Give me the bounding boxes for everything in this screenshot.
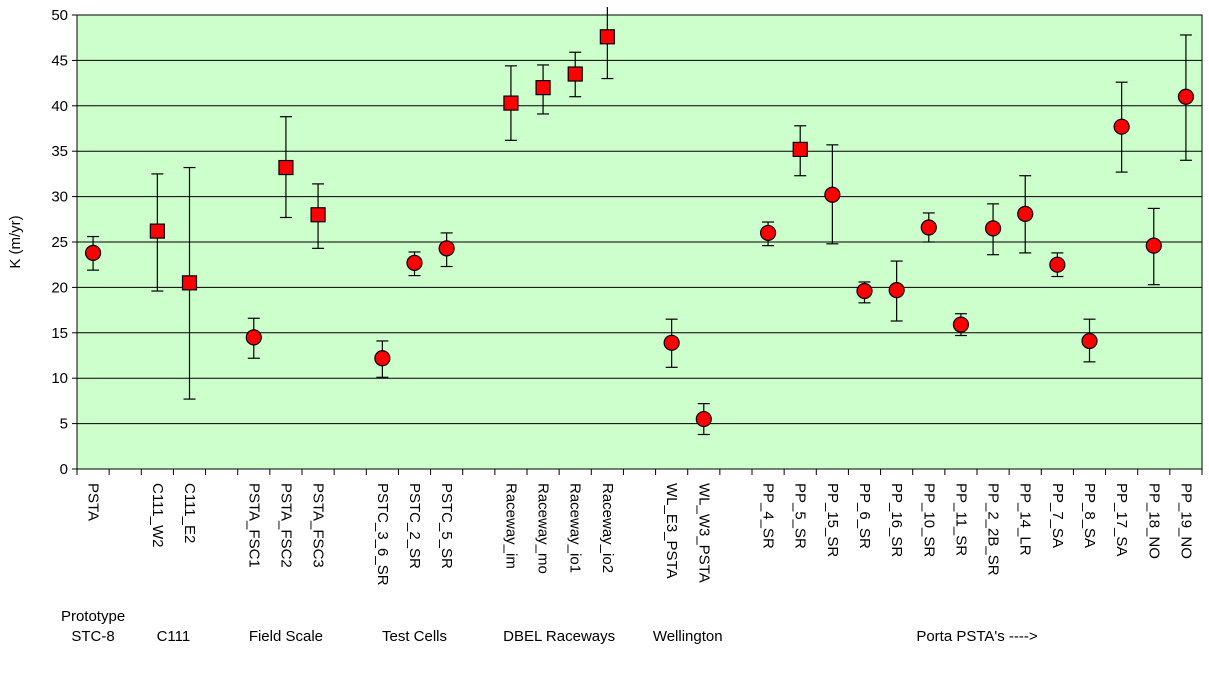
data-point-circle [695,410,712,428]
group-label: Field Scale [249,628,323,645]
x-tick-label: PP_17_SA [1113,483,1130,556]
y-tick-label: 5 [60,416,68,433]
y-tick-label: 25 [51,234,68,251]
data-point-circle [920,219,937,236]
x-tick-label: PP_8_SA [1081,483,1098,548]
y-tick-label: 30 [51,189,68,206]
x-tick-label: PSTA_FSC3 [310,483,327,568]
x-tick-labels: PSTA C111_W2 C111_E2 PSTA_FSC1 PSTA_FSC2 PSTA… [85,483,1195,586]
group-label: C111 [157,628,191,645]
data-point-square [310,207,326,223]
x-tick-label: PP_19_NO [1177,483,1194,559]
data-point-circle [759,224,777,242]
x-tick-label: PP_11_SR [952,483,969,556]
y-tick-label: 35 [51,143,68,160]
axes [72,14,1203,475]
x-tick-label: PP_15_SR [824,483,841,557]
x-tick-label: Raceway_io1 [567,483,584,573]
data-point-circle [1145,237,1162,254]
data-point-square [567,66,583,82]
x-tick-label: Raceway_im [502,483,519,569]
data-point-square [278,159,294,176]
x-tick-label: PSTC_5_SR [438,483,455,569]
group-labels: Prototype STC-8 C111 Field Scale Test Cells D… [61,608,1038,645]
data-point-circle [1177,88,1195,105]
y-tick-label: 20 [51,279,68,296]
x-tick-label: PP_10_SR [920,483,937,557]
data-point-circle [438,240,455,257]
y-tick-labels: 0 5 10 15 20 25 30 35 40 45 50 [51,7,68,478]
data-point-circle [856,282,873,300]
data-point-square [503,95,519,111]
group-label: DBEL Raceways [503,628,615,645]
y-tick-label: 50 [51,7,68,24]
y-axis-title: K (m/yr) [7,215,24,268]
data-point-circle [245,329,262,346]
group-label: Wellington [653,628,723,645]
y-tick-label: 45 [51,52,68,69]
data-point-circle [1081,332,1098,350]
data-point-circle [374,350,391,367]
x-tick-label: PP_18_NO [1145,483,1162,559]
x-tick-label: Raceway_io2 [599,483,616,573]
data-point-circle [984,220,1002,237]
gridlines [77,59,1202,425]
x-tick-label: PP_4_SR [760,483,777,549]
x-tick-label: PP_5_SR [792,483,809,549]
x-tick-label: PP_14_LR [1017,483,1034,556]
data-point-circle [1017,205,1034,222]
x-tick-label: PSTA_FSC1 [245,483,262,568]
data-point-circle [406,254,423,271]
x-tick-label: WL_E3_PSTA [663,483,680,579]
y-tick-label: 0 [60,461,68,478]
x-tick-label: PP_6_SR [856,483,873,549]
y-tick-label: 10 [51,370,68,387]
group-label: Prototype STC-8 [61,608,125,645]
y-tick-label: 15 [51,325,68,342]
x-tick-label: WL_W3_PSTA [695,483,712,583]
data-point-circle [888,282,905,299]
data-point-square [535,80,551,96]
data-point-circle [1113,118,1130,135]
data-point-circle [952,316,970,333]
x-tick-label: PSTA_FSC2 [277,483,294,568]
x-tick-label: C111_W2 [149,483,166,547]
group-label: Porta PSTA's ----> [916,628,1038,645]
data-markers [84,29,1195,428]
x-tick-label: PP_2_2B_SR [985,483,1002,576]
x-tick-label: PP_7_SA [1049,483,1066,548]
y-tick-label: 40 [51,98,68,115]
data-point-circle [824,186,841,203]
x-tick-label: Raceway_mo [535,483,552,574]
x-tick-label: PSTA [85,483,102,521]
x-tick-label: PP_16_SR [888,483,905,557]
group-label: Test Cells [382,628,447,645]
data-point-square [149,223,165,239]
data-point-circle [1049,256,1066,273]
data-point-circle [663,334,680,351]
data-point-square [792,141,808,157]
data-point-square [181,275,198,291]
data-point-circle [84,244,102,261]
x-tick-label: C111_E2 [181,483,198,543]
x-tick-label: PSTC_3_6_SR [374,483,391,586]
x-tick-label: PSTC_2_SR [406,483,423,569]
error-bars [87,7,1192,436]
data-point-square [599,29,615,45]
